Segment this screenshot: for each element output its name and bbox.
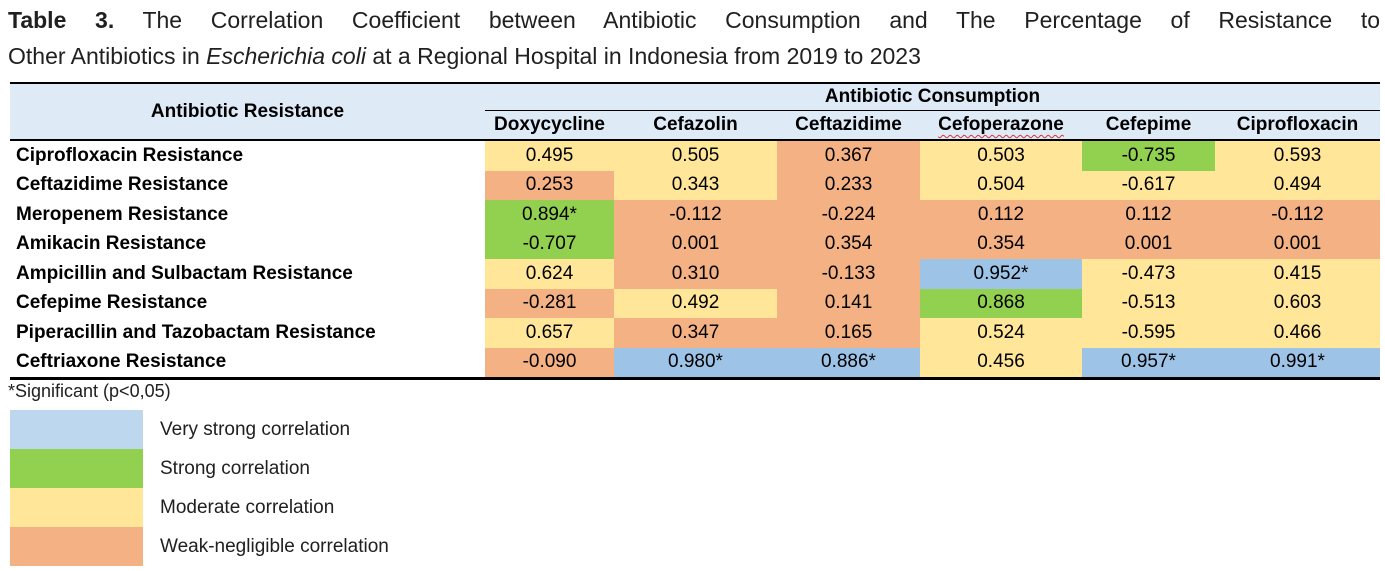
cell-amikacin-resistance-ciprofloxacin: 0.001 bbox=[1215, 229, 1380, 259]
table-caption: Table 3. The Correlation Coefficient bet… bbox=[8, 2, 1380, 74]
cell-ampicillin-and-sulbactam-resistance-cefazolin: 0.310 bbox=[614, 259, 777, 289]
cell-amikacin-resistance-cefoperazone: 0.354 bbox=[920, 229, 1082, 259]
legend-label: Strong correlation bbox=[160, 457, 310, 479]
cell-cefepime-resistance-cefepime: -0.513 bbox=[1082, 288, 1215, 318]
legend-label: Weak-negligible correlation bbox=[160, 535, 389, 557]
cell-piperacillin-and-tazobactam-resistance-cefepime: -0.595 bbox=[1082, 318, 1215, 348]
cell-ceftriaxone-resistance-ceftazidime: 0.886* bbox=[777, 347, 920, 377]
cell-meropenem-resistance-cefepime: 0.112 bbox=[1082, 200, 1215, 230]
column-header-label: Ceftazidime bbox=[795, 114, 902, 135]
cell-ciprofloxacin-resistance-cefepime: -0.735 bbox=[1082, 141, 1215, 171]
cell-amikacin-resistance-doxycycline: -0.707 bbox=[485, 229, 614, 259]
cell-meropenem-resistance-doxycycline: 0.894* bbox=[485, 200, 614, 230]
cell-amikacin-resistance-cefepime: 0.001 bbox=[1082, 229, 1215, 259]
cell-ampicillin-and-sulbactam-resistance-ciprofloxacin: 0.415 bbox=[1215, 259, 1380, 289]
row-label-ceftazidime-resistance: Ceftazidime Resistance bbox=[10, 170, 485, 200]
cell-ceftazidime-resistance-ceftazidime: 0.233 bbox=[777, 170, 920, 200]
cell-piperacillin-and-tazobactam-resistance-cefazolin: 0.347 bbox=[614, 318, 777, 348]
column-header-cefoperazone: Cefoperazone bbox=[920, 111, 1082, 141]
cell-amikacin-resistance-ceftazidime: 0.354 bbox=[777, 229, 920, 259]
column-header-cefazolin: Cefazolin bbox=[614, 111, 777, 141]
column-header-ceftazidime: Ceftazidime bbox=[777, 111, 920, 141]
cell-meropenem-resistance-ciprofloxacin: -0.112 bbox=[1215, 200, 1380, 230]
cell-ciprofloxacin-resistance-cefazolin: 0.505 bbox=[614, 141, 777, 171]
cell-cefepime-resistance-cefazolin: 0.492 bbox=[614, 288, 777, 318]
legend-item-very-strong-correlation: Very strong correlation bbox=[10, 410, 610, 449]
column-header-cefepime: Cefepime bbox=[1082, 111, 1215, 141]
cell-piperacillin-and-tazobactam-resistance-ceftazidime: 0.165 bbox=[777, 318, 920, 348]
cell-ceftriaxone-resistance-cefepime: 0.957* bbox=[1082, 347, 1215, 377]
legend-swatch bbox=[10, 449, 143, 488]
cell-ciprofloxacin-resistance-doxycycline: 0.495 bbox=[485, 141, 614, 171]
correlation-table: Antibiotic Resistance Antibiotic Consump… bbox=[10, 82, 1380, 380]
column-group-header: Antibiotic Consumption bbox=[485, 84, 1380, 111]
cell-piperacillin-and-tazobactam-resistance-doxycycline: 0.657 bbox=[485, 318, 614, 348]
row-label-ampicillin-and-sulbactam-resistance: Ampicillin and Sulbactam Resistance bbox=[10, 259, 485, 289]
row-label-ceftriaxone-resistance: Ceftriaxone Resistance bbox=[10, 347, 485, 377]
column-header-ciprofloxacin: Ciprofloxacin bbox=[1215, 111, 1380, 141]
cell-meropenem-resistance-cefoperazone: 0.112 bbox=[920, 200, 1082, 230]
cell-ceftazidime-resistance-ciprofloxacin: 0.494 bbox=[1215, 170, 1380, 200]
cell-ceftriaxone-resistance-doxycycline: -0.090 bbox=[485, 347, 614, 377]
cell-cefepime-resistance-ceftazidime: 0.141 bbox=[777, 288, 920, 318]
caption-text-1: The Correlation Coefficient between Anti… bbox=[142, 7, 1381, 33]
cell-ampicillin-and-sulbactam-resistance-doxycycline: 0.624 bbox=[485, 259, 614, 289]
row-label-ciprofloxacin-resistance: Ciprofloxacin Resistance bbox=[10, 141, 485, 171]
legend-label: Moderate correlation bbox=[160, 496, 335, 518]
cell-ceftriaxone-resistance-cefazolin: 0.980* bbox=[614, 347, 777, 377]
cell-ceftazidime-resistance-cefepime: -0.617 bbox=[1082, 170, 1215, 200]
row-label-piperacillin-and-tazobactam-resistance: Piperacillin and Tazobactam Resistance bbox=[10, 318, 485, 348]
cell-ceftazidime-resistance-cefoperazone: 0.504 bbox=[920, 170, 1082, 200]
cell-ampicillin-and-sulbactam-resistance-cefepime: -0.473 bbox=[1082, 259, 1215, 289]
column-header-label: Cefazolin bbox=[653, 114, 738, 135]
cell-amikacin-resistance-cefazolin: 0.001 bbox=[614, 229, 777, 259]
column-header-label: Ciprofloxacin bbox=[1236, 114, 1359, 135]
legend-item-weak-negligible-correlation: Weak-negligible correlation bbox=[10, 527, 610, 566]
cell-cefepime-resistance-cefoperazone: 0.868 bbox=[920, 288, 1082, 318]
column-header-label: Doxycycline bbox=[494, 114, 605, 135]
cell-ampicillin-and-sulbactam-resistance-cefoperazone: 0.952* bbox=[920, 259, 1082, 289]
correlation-legend: Very strong correlation Strong correlatio… bbox=[10, 410, 610, 566]
cell-piperacillin-and-tazobactam-resistance-cefoperazone: 0.524 bbox=[920, 318, 1082, 348]
legend-swatch bbox=[10, 410, 143, 449]
cell-piperacillin-and-tazobactam-resistance-ciprofloxacin: 0.466 bbox=[1215, 318, 1380, 348]
row-label-amikacin-resistance: Amikacin Resistance bbox=[10, 229, 485, 259]
cell-ciprofloxacin-resistance-cefoperazone: 0.503 bbox=[920, 141, 1082, 171]
cell-ceftazidime-resistance-doxycycline: 0.253 bbox=[485, 170, 614, 200]
cell-ampicillin-and-sulbactam-resistance-ceftazidime: -0.133 bbox=[777, 259, 920, 289]
cell-ciprofloxacin-resistance-ciprofloxacin: 0.593 bbox=[1215, 141, 1380, 171]
caption-text-3: at a Regional Hospital in Indonesia from… bbox=[372, 43, 921, 69]
row-label-meropenem-resistance: Meropenem Resistance bbox=[10, 200, 485, 230]
row-group-header: Antibiotic Resistance bbox=[10, 84, 485, 141]
column-header-label: Cefepime bbox=[1105, 114, 1192, 135]
cell-ceftriaxone-resistance-cefoperazone: 0.456 bbox=[920, 347, 1082, 377]
cell-ceftazidime-resistance-cefazolin: 0.343 bbox=[614, 170, 777, 200]
legend-item-strong-correlation: Strong correlation bbox=[10, 449, 610, 488]
legend-swatch bbox=[10, 488, 143, 527]
column-header-label: Cefoperazone bbox=[938, 114, 1064, 135]
species-name: Escherichia coli bbox=[206, 43, 366, 69]
legend-label: Very strong correlation bbox=[160, 418, 351, 440]
caption-line-1: Table 3. The Correlation Coefficient bet… bbox=[8, 2, 1380, 38]
significance-footnote: *Significant (p<0,05) bbox=[8, 381, 171, 401]
cell-ceftriaxone-resistance-ciprofloxacin: 0.991* bbox=[1215, 347, 1380, 377]
column-header-doxycycline: Doxycycline bbox=[485, 111, 614, 141]
cell-meropenem-resistance-ceftazidime: -0.224 bbox=[777, 200, 920, 230]
caption-text-2: Other Antibiotics in bbox=[8, 43, 200, 69]
table-number: Table 3. bbox=[8, 7, 115, 33]
cell-cefepime-resistance-ciprofloxacin: 0.603 bbox=[1215, 288, 1380, 318]
cell-ciprofloxacin-resistance-ceftazidime: 0.367 bbox=[777, 141, 920, 171]
cell-meropenem-resistance-cefazolin: -0.112 bbox=[614, 200, 777, 230]
legend-item-moderate-correlation: Moderate correlation bbox=[10, 488, 610, 527]
legend-swatch bbox=[10, 527, 143, 566]
cell-cefepime-resistance-doxycycline: -0.281 bbox=[485, 288, 614, 318]
row-label-cefepime-resistance: Cefepime Resistance bbox=[10, 288, 485, 318]
caption-line-2: Other Antibiotics in Escherichia coli at… bbox=[8, 38, 1380, 74]
